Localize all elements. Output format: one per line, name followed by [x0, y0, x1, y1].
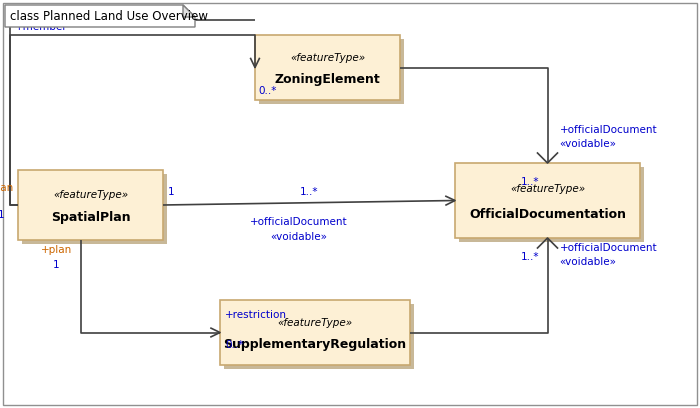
Text: «voidable»: «voidable»: [559, 139, 617, 149]
Bar: [220, 300, 410, 365]
Polygon shape: [183, 5, 195, 17]
Text: 0..*: 0..*: [258, 86, 276, 95]
Bar: [22, 174, 167, 244]
Text: OfficialDocumentation: OfficialDocumentation: [469, 208, 626, 220]
Text: class Planned Land Use Overview: class Planned Land Use Overview: [10, 9, 208, 22]
Text: +officialDocument: +officialDocument: [559, 125, 657, 135]
Text: +plan: +plan: [0, 183, 14, 193]
Bar: [224, 304, 414, 369]
Text: ZoningElement: ZoningElement: [274, 73, 380, 86]
Text: 1..*: 1..*: [521, 252, 540, 262]
Text: 0..*: 0..*: [225, 341, 244, 350]
Text: +officialDocument: +officialDocument: [250, 217, 348, 227]
Text: «featureType»: «featureType»: [277, 318, 353, 328]
Bar: [255, 35, 400, 100]
Text: «featureType»: «featureType»: [290, 53, 365, 63]
Text: SpatialPlan: SpatialPlan: [50, 211, 130, 224]
Text: «voidable»: «voidable»: [270, 232, 328, 242]
Text: 1..*: 1..*: [521, 177, 540, 187]
Text: «voidable»: «voidable»: [559, 257, 617, 267]
Text: +member: +member: [15, 22, 68, 32]
Text: «featureType»: «featureType»: [53, 189, 128, 200]
Text: +restriction: +restriction: [225, 310, 287, 321]
Bar: [459, 167, 644, 242]
Bar: [455, 163, 640, 238]
Text: «featureType»: «featureType»: [510, 184, 585, 194]
Text: 1..*: 1..*: [300, 187, 318, 197]
Text: +plan: +plan: [41, 245, 71, 255]
Bar: [18, 170, 163, 240]
Text: 1: 1: [52, 260, 59, 270]
Text: +officialDocument: +officialDocument: [559, 243, 657, 253]
Text: 1: 1: [168, 187, 174, 197]
Polygon shape: [5, 5, 195, 27]
Bar: [259, 39, 404, 104]
Text: 1: 1: [0, 210, 5, 220]
Text: SupplementaryRegulation: SupplementaryRegulation: [223, 338, 407, 351]
